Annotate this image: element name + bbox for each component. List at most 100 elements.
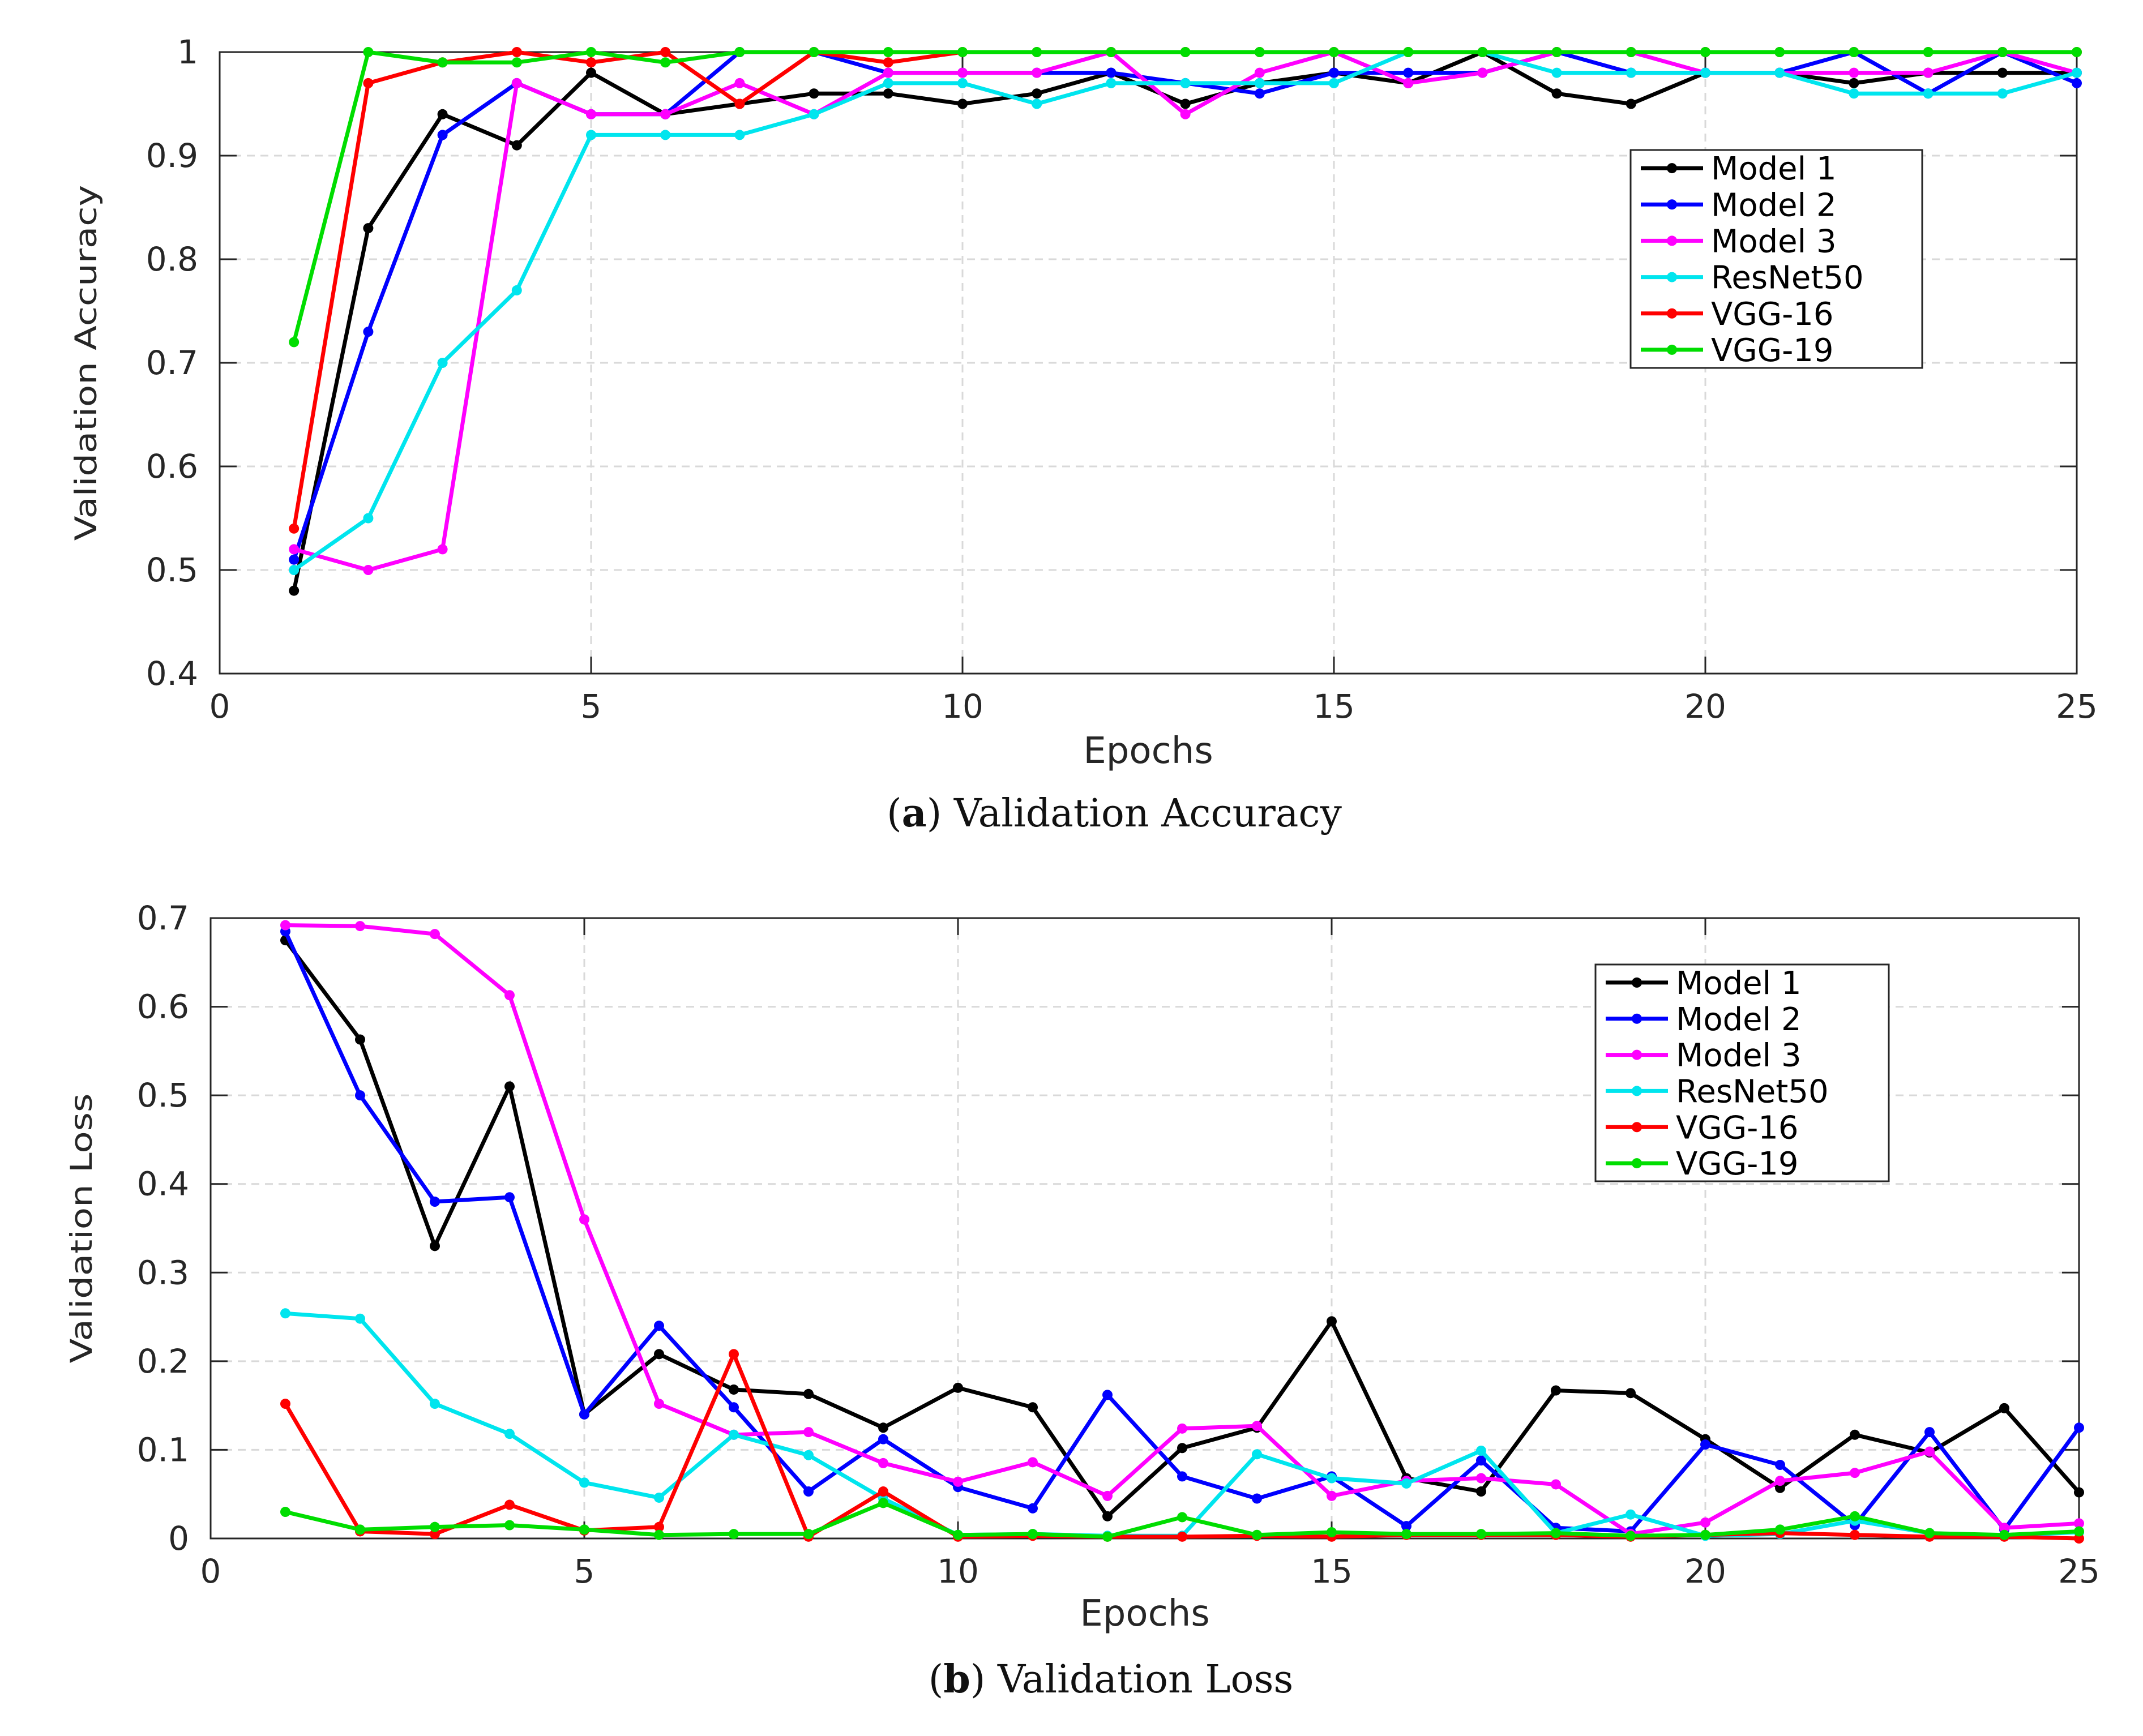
x-tick-label: 5 (574, 1552, 595, 1591)
data-point (1850, 1429, 1860, 1440)
data-point (809, 109, 819, 119)
legend-label: Model 1 (1676, 965, 1802, 1002)
y-tick-label: 0 (168, 1519, 189, 1558)
data-point (586, 109, 596, 119)
data-point (1923, 47, 1934, 57)
legend-label: Model 3 (1676, 1038, 1802, 1074)
legend-marker (1667, 344, 1677, 355)
data-point (430, 1241, 440, 1251)
data-point (1032, 88, 1042, 99)
data-point (1774, 67, 1785, 78)
caption-title: Validation Loss (997, 1657, 1293, 1702)
data-point (1327, 1527, 1337, 1538)
data-point (1477, 67, 1488, 78)
data-point (2074, 1422, 2084, 1433)
x-axis-title: Epochs (1083, 730, 1213, 772)
x-tick-label: 0 (200, 1552, 221, 1591)
y-tick-label: 0.3 (137, 1253, 189, 1292)
data-point (1327, 1316, 1337, 1327)
data-point (289, 585, 300, 596)
data-point (1329, 78, 1339, 88)
x-tick-label: 10 (942, 687, 983, 726)
data-point (953, 1529, 963, 1540)
data-point (280, 1507, 290, 1518)
data-point (1177, 1512, 1187, 1523)
data-point (1401, 1478, 1411, 1489)
data-point (1476, 1445, 1486, 1456)
data-point (289, 337, 300, 348)
legend-marker (1667, 308, 1677, 319)
y-tick-label: 0.6 (146, 447, 198, 486)
data-point (809, 47, 819, 57)
data-point (1032, 98, 1042, 109)
caption-close-paren: ) (970, 1657, 998, 1702)
x-tick-label: 20 (1684, 687, 1726, 726)
data-point (803, 1450, 814, 1460)
data-point (430, 1529, 440, 1540)
data-point (660, 57, 671, 68)
data-point (1254, 78, 1265, 88)
data-point (1997, 88, 2008, 99)
data-point (729, 1429, 739, 1440)
data-point (883, 78, 893, 88)
x-tick-label: 25 (2056, 687, 2098, 726)
data-point (511, 47, 522, 57)
data-point (803, 1427, 814, 1438)
data-point (654, 1321, 664, 1331)
data-point (878, 1486, 888, 1497)
legend-marker (1632, 1158, 1642, 1169)
caption-open-paren: ( (929, 1657, 944, 1702)
data-point (363, 565, 374, 575)
data-point (1999, 1523, 2009, 1533)
data-point (1997, 47, 2008, 57)
legend-label: ResNet50 (1711, 260, 1864, 297)
data-point (2072, 78, 2082, 88)
legend-label: VGG-16 (1676, 1109, 1799, 1146)
data-point (579, 1477, 589, 1488)
data-point (1102, 1511, 1113, 1521)
x-tick-label: 15 (1311, 1552, 1353, 1591)
data-point (1028, 1503, 1038, 1514)
data-point (579, 1214, 589, 1225)
data-point (1626, 98, 1636, 109)
data-point (654, 1521, 664, 1532)
data-point (734, 78, 745, 88)
data-point (1329, 67, 1339, 78)
data-point (437, 544, 448, 555)
data-point (953, 1382, 963, 1393)
data-point (1327, 1473, 1337, 1484)
data-point (363, 513, 374, 524)
data-point (355, 1313, 365, 1324)
data-point (355, 1524, 365, 1535)
data-point (280, 1399, 290, 1409)
data-point (1997, 67, 2008, 78)
panel-caption: (b) Validation Loss (929, 1657, 1294, 1702)
data-point (803, 1388, 814, 1399)
data-point (729, 1349, 739, 1360)
legend-label: Model 2 (1711, 187, 1837, 224)
caption-open-paren: ( (887, 791, 902, 836)
data-point (1254, 47, 1265, 57)
legend-marker (1632, 977, 1642, 988)
data-point (883, 88, 893, 99)
data-point (437, 57, 448, 68)
data-point (1626, 1531, 1636, 1541)
data-point (953, 1476, 963, 1487)
data-point (883, 67, 893, 78)
data-point (504, 1192, 515, 1203)
data-point (729, 1529, 739, 1540)
data-point (1403, 78, 1414, 88)
data-point (1849, 78, 1859, 88)
data-point (1180, 109, 1191, 119)
data-point (1700, 1517, 1710, 1528)
data-point (878, 1434, 888, 1444)
y-tick-label: 0.4 (137, 1165, 189, 1203)
data-point (1999, 1529, 2009, 1540)
data-point (430, 1521, 440, 1532)
data-point (280, 920, 290, 931)
data-point (1177, 1443, 1187, 1454)
data-point (1775, 1524, 1785, 1535)
x-tick-label: 20 (1684, 1552, 1726, 1591)
